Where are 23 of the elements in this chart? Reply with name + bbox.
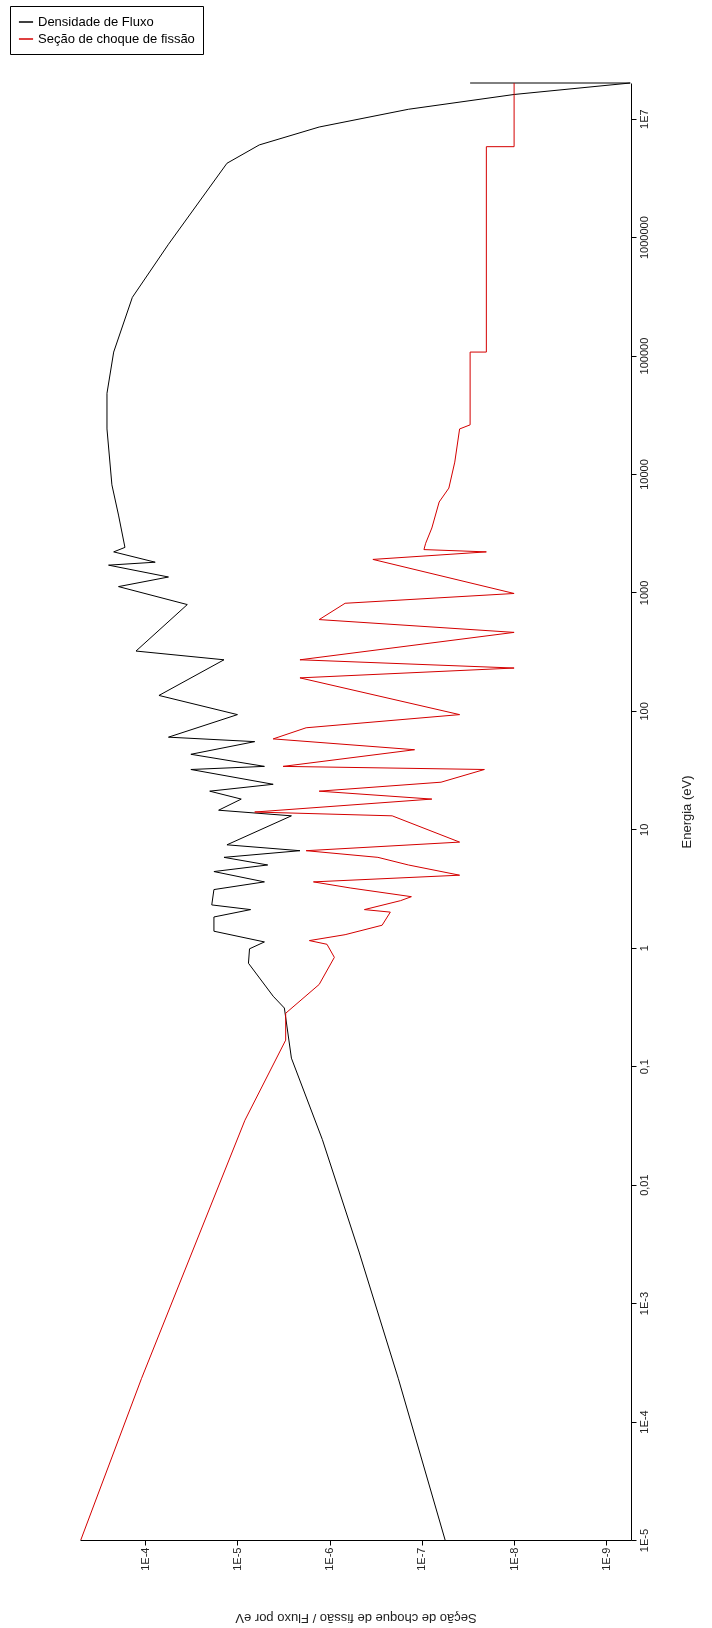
y-tick-label: 1E7 (637, 109, 650, 129)
legend-label: Densidade de Fluxo (38, 14, 154, 29)
y-tick-label: 1E-3 (637, 1291, 650, 1316)
x-tick-label: 1E-5 (230, 1547, 243, 1571)
y-tick-label: 0,1 (637, 1059, 650, 1075)
y-tick-label: 10 (637, 823, 650, 836)
y-tick-label: 100000 (637, 337, 650, 375)
y-tick-label: 1000 (637, 580, 650, 606)
y-tick-label: 10000 (637, 459, 650, 490)
legend-label: Seção de choque de fissão (38, 31, 195, 46)
y-tick-label: 100 (637, 702, 650, 721)
y-tick-label: 1E-4 (637, 1410, 650, 1434)
y-tick-label: 0,01 (637, 1174, 650, 1196)
x-tick-label: 1E-7 (415, 1547, 428, 1571)
y-tick-label: 1E-5 (637, 1528, 650, 1553)
y-tick-label: 1000000 (637, 216, 650, 260)
x-tick-label: 1E-9 (599, 1547, 612, 1571)
x-tick-label: 1E-6 (323, 1547, 336, 1571)
x-tick-label: 1E-8 (507, 1547, 520, 1571)
x-axis-title: Seção de choque de fissão / Fluxo por eV (234, 1610, 477, 1626)
y-tick-label: 1 (637, 945, 650, 952)
y-axis-title: Energia (eV) (678, 775, 694, 849)
x-tick-label: 1E-4 (138, 1547, 151, 1571)
